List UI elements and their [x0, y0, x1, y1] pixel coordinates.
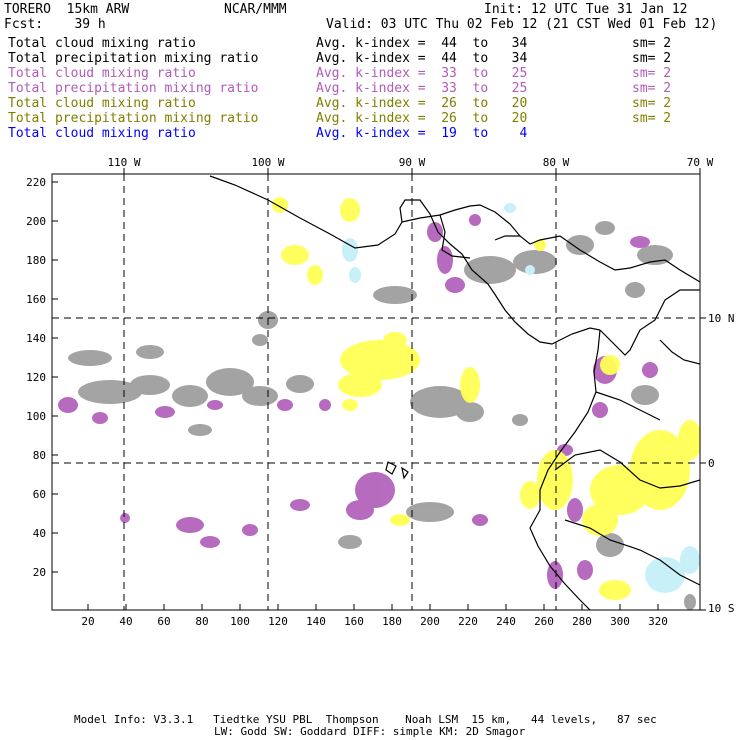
y-tick-label: 180	[26, 254, 46, 267]
lon-label: 80 W	[543, 156, 570, 169]
legend: Total cloud mixing ratio Avg. k-index = …	[0, 36, 740, 144]
y-axis-labels: 20 40 60 80 100 120 140 160 180 200 220	[26, 176, 46, 579]
lat-label: 0	[708, 457, 715, 470]
y-tick-label: 100	[26, 410, 46, 423]
lon-label: 100 W	[251, 156, 284, 169]
lon-label: 90 W	[399, 156, 426, 169]
legend-smoothing: sm= 2	[632, 96, 672, 111]
legend-field: Total cloud mixing ratio	[8, 66, 196, 81]
map-frame	[51, 173, 701, 611]
model-title: TORERO 15km ARW	[4, 2, 130, 17]
cyan-cloud-fields	[342, 203, 700, 593]
model-info-line-2: LW: Godd SW: Goddard DIFF: simple KM: 2D…	[214, 725, 526, 738]
x-tick-label: 160	[344, 615, 364, 628]
lon-label: 70 W	[687, 156, 714, 169]
legend-smoothing: sm= 2	[632, 66, 672, 81]
valid-time: Valid: 03 UTC Thu 02 Feb 12 (21 CST Wed …	[326, 17, 718, 32]
org-label: NCAR/MMM	[224, 2, 287, 17]
forecast-map: 110 W 100 W 90 W 80 W 70 W 10 N 0 10 S 2…	[26, 156, 735, 628]
legend-kindex: Avg. k-index = 33 to 25	[316, 81, 528, 96]
legend-kindex: Avg. k-index = 26 to 20	[316, 111, 528, 126]
x-tick-label: 280	[572, 615, 592, 628]
y-tick-label: 40	[33, 527, 46, 540]
x-tick-label: 200	[420, 615, 440, 628]
legend-smoothing: sm= 2	[632, 111, 672, 126]
axis-ticks	[52, 168, 706, 611]
legend-field: Total cloud mixing ratio	[8, 36, 196, 51]
x-axis-labels: 20 40 60 80 100 120 140 160 180 200 220 …	[81, 615, 668, 628]
forecast-hour: Fcst: 39 h	[4, 17, 106, 32]
legend-kindex: Avg. k-index = 44 to 34	[316, 51, 528, 66]
legend-field: Total precipitation mixing ratio	[8, 111, 259, 126]
x-tick-label: 120	[268, 615, 288, 628]
legend-smoothing: sm= 2	[632, 51, 672, 66]
legend-field: Total precipitation mixing ratio	[8, 51, 259, 66]
legend-field: Total precipitation mixing ratio	[8, 81, 259, 96]
lon-label: 110 W	[107, 156, 140, 169]
gray-cloud-fields	[68, 221, 696, 610]
y-tick-label: 140	[26, 332, 46, 345]
x-tick-label: 300	[610, 615, 630, 628]
right-latitude-labels: 10 N 0 10 S	[708, 312, 735, 615]
x-tick-label: 260	[534, 615, 554, 628]
y-tick-label: 200	[26, 215, 46, 228]
x-tick-label: 140	[306, 615, 326, 628]
x-tick-label: 60	[157, 615, 170, 628]
legend-kindex: Avg. k-index = 33 to 25	[316, 66, 528, 81]
yellow-cloud-fields	[272, 197, 700, 600]
latlon-grid	[52, 174, 700, 610]
y-tick-label: 20	[33, 566, 46, 579]
x-tick-label: 220	[458, 615, 478, 628]
y-tick-label: 220	[26, 176, 46, 189]
y-tick-label: 60	[33, 488, 46, 501]
x-tick-label: 80	[195, 615, 208, 628]
x-tick-label: 180	[382, 615, 402, 628]
legend-smoothing: sm= 2	[632, 81, 672, 96]
purple-cloud-fields	[58, 214, 658, 589]
legend-kindex: Avg. k-index = 44 to 34	[316, 36, 528, 51]
model-info-line-1: Model Info: V3.3.1 Tiedtke YSU PBL Thomp…	[74, 713, 657, 726]
init-time: Init: 12 UTC Tue 31 Jan 12	[484, 2, 688, 17]
top-longitude-labels: 110 W 100 W 90 W 80 W 70 W	[107, 156, 713, 169]
legend-kindex: Avg. k-index = 26 to 20	[316, 96, 528, 111]
y-tick-label: 80	[33, 449, 46, 462]
legend-kindex: Avg. k-index = 19 to 4	[316, 126, 528, 141]
x-tick-label: 240	[496, 615, 516, 628]
coastlines	[209, 175, 700, 610]
x-tick-label: 100	[230, 615, 250, 628]
y-tick-label: 120	[26, 371, 46, 384]
legend-smoothing: sm= 2	[632, 36, 672, 51]
y-tick-label: 160	[26, 293, 46, 306]
x-tick-label: 40	[119, 615, 132, 628]
legend-field: Total cloud mixing ratio	[8, 126, 196, 141]
x-tick-label: 320	[648, 615, 668, 628]
lat-label: 10 N	[708, 312, 735, 325]
legend-field: Total cloud mixing ratio	[8, 96, 196, 111]
lat-label: 10 S	[708, 602, 735, 615]
x-tick-label: 20	[81, 615, 94, 628]
